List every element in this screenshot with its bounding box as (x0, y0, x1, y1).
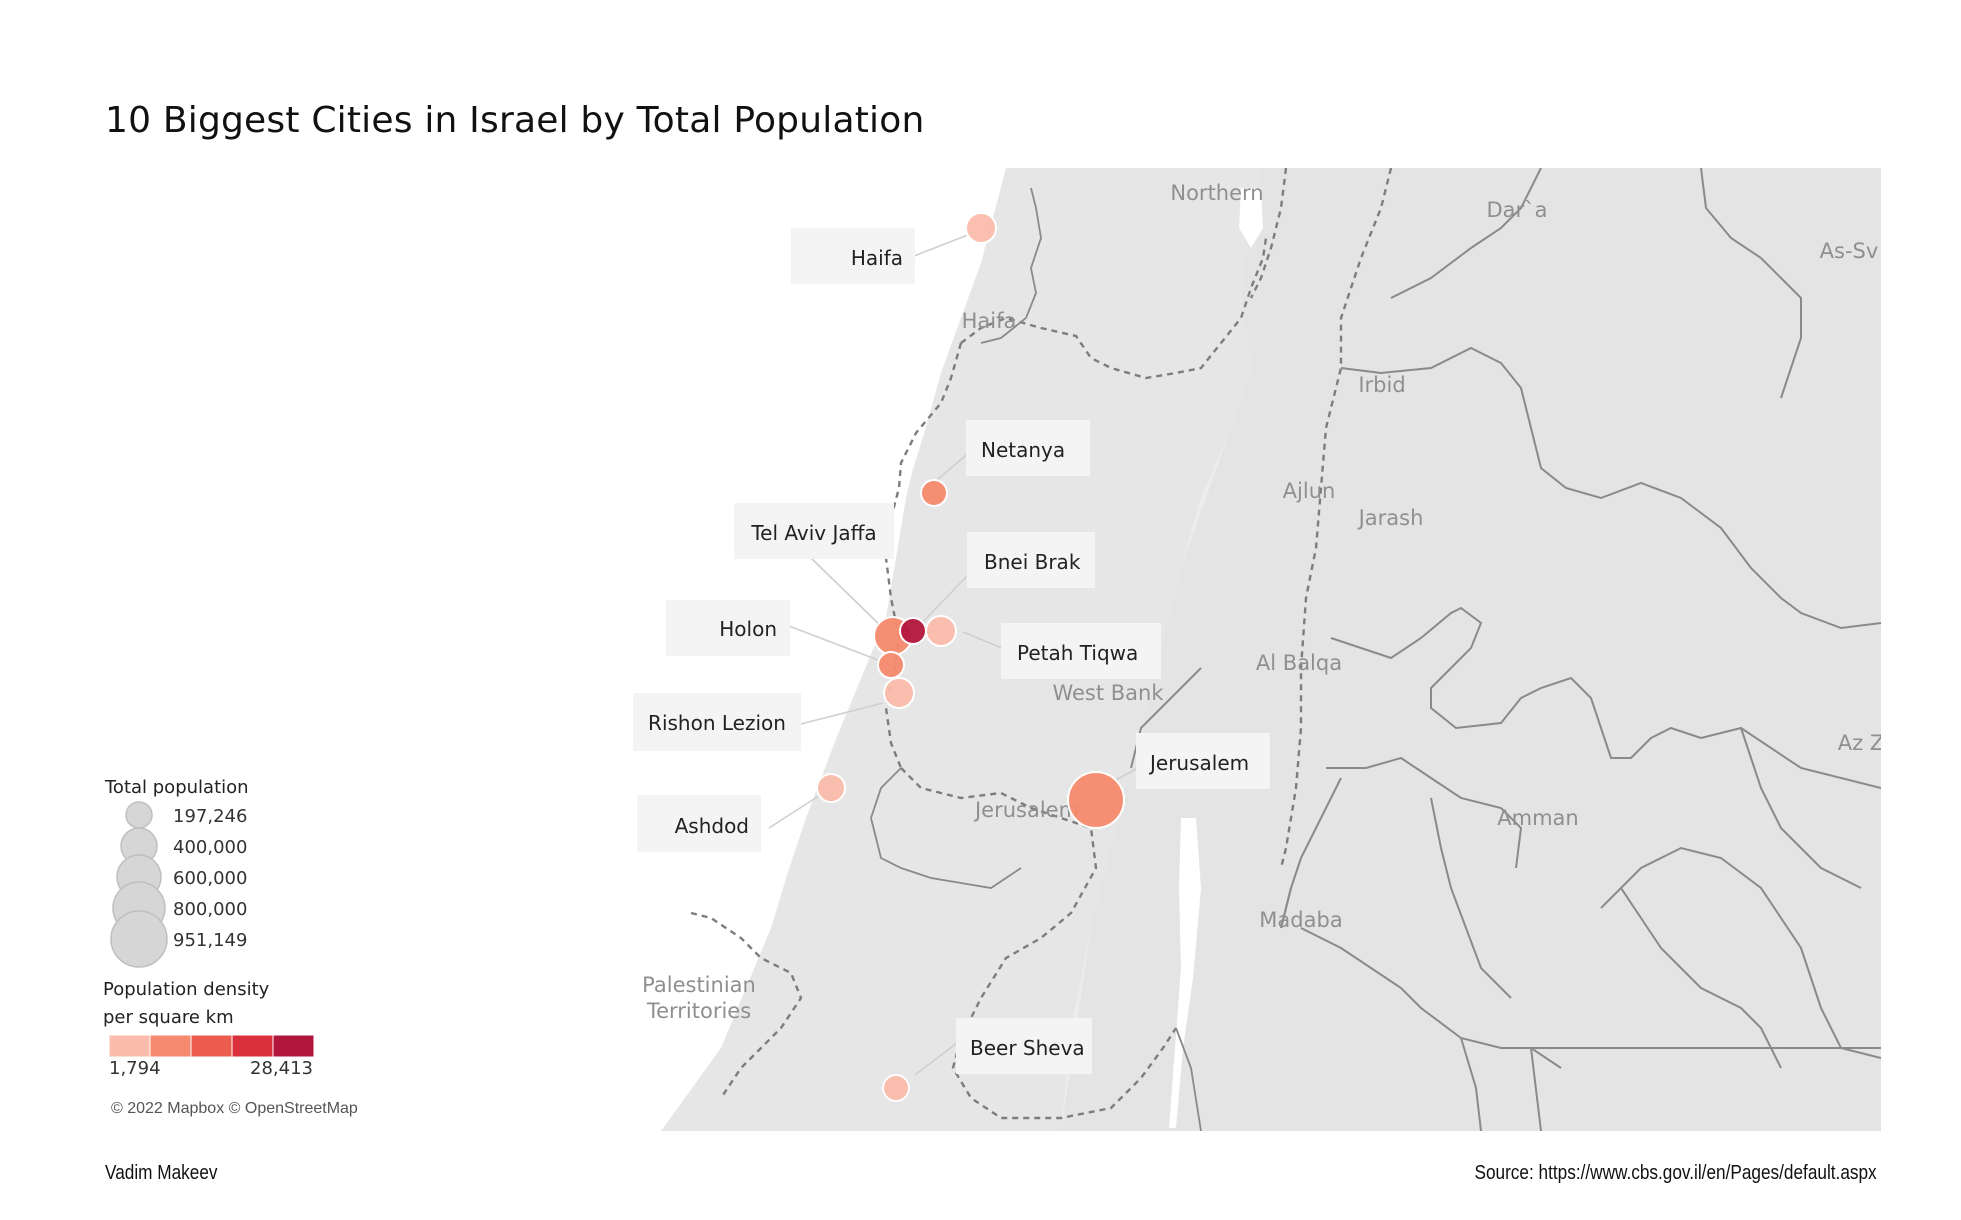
map-attribution: © 2022 Mapbox © OpenStreetMap (111, 1100, 358, 1117)
legend-size-title: Total population (104, 777, 249, 798)
legend-color-title-2: per square km (103, 1007, 234, 1028)
legend-color-min: 1,794 (109, 1058, 161, 1079)
legend-size-value-1: 197,246 (173, 806, 247, 827)
district-borders (870, 187, 1202, 1131)
city-bubble-beer-sheva[interactable] (882, 1074, 910, 1102)
label-northern: Northern (1170, 181, 1263, 205)
source-credit[interactable]: Source: https://www.cbs.gov.il/en/Pages/… (1474, 1162, 1877, 1184)
callout-petah-tiqwa[interactable]: Petah Tiqwa (1001, 623, 1161, 679)
label-al-balqa: Al Balqa (1256, 651, 1342, 675)
legend-size-value-3: 600,000 (173, 868, 247, 889)
legend-color-title-1: Population density (103, 979, 270, 1000)
label-as-sv: As-Sv (1820, 239, 1879, 263)
legend-circle-5 (110, 910, 168, 968)
city-bubble-netanya[interactable] (920, 479, 948, 507)
legend-color-max: 28,413 (250, 1058, 313, 1079)
city-label-beer-sheva: Beer Sheva (970, 1036, 1085, 1060)
callout-tel-aviv[interactable]: Tel Aviv Jaffa (734, 503, 894, 559)
callout-haifa[interactable]: Haifa (791, 228, 915, 284)
city-label-rishon-lezion: Rishon Lezion (648, 711, 786, 735)
city-label-ashdod: Ashdod (675, 814, 749, 838)
label-west-bank: West Bank (1052, 681, 1164, 705)
label-palestinian: Palestinian (642, 973, 756, 997)
label-haifa-region: Haifa (962, 309, 1017, 333)
city-bubble-ashdod[interactable] (816, 773, 846, 803)
city-bubble-bnei-brak[interactable] (899, 617, 927, 645)
legend-color-swatch-5 (272, 1034, 315, 1058)
legend-color-ramp (108, 1034, 315, 1058)
callout-ashdod[interactable]: Ashdod (637, 795, 761, 852)
legend-size-value-4: 800,000 (173, 899, 247, 920)
city-bubble-rishon-lezion[interactable] (883, 677, 915, 709)
city-label-jerusalem: Jerusalem (1148, 751, 1249, 775)
label-jerusalem-region: Jerusalem (973, 798, 1079, 822)
city-label-netanya: Netanya (981, 438, 1065, 462)
city-bubble-haifa[interactable] (965, 212, 997, 244)
callout-rishon-lezion[interactable]: Rishon Lezion (633, 693, 801, 751)
legend-color-swatch-2 (149, 1034, 192, 1058)
callout-jerusalem[interactable]: Jerusalem (1136, 733, 1270, 789)
map-canvas[interactable]: Northern Haifa Irbid Ajlun Jarash Al Bal… (101, 168, 1881, 1131)
city-label-bnei-brak: Bnei Brak (984, 550, 1081, 574)
label-daraa: Dar`a (1486, 198, 1547, 222)
legend-size-circles (110, 801, 168, 968)
label-jarash: Jarash (1357, 506, 1424, 530)
author-credit: Vadim Makeev (105, 1162, 218, 1184)
city-label-tel-aviv-jaffa: Tel Aviv Jaffa (750, 521, 876, 545)
sea-of-galilee (1239, 188, 1263, 248)
city-bubble-jerusalem[interactable] (1067, 771, 1125, 829)
chart-title: 10 Biggest Cities in Israel by Total Pop… (105, 100, 925, 141)
label-territories: Territories (646, 999, 751, 1023)
jordan-land (1061, 168, 1881, 1131)
dead-sea (1169, 818, 1201, 1128)
city-bubble-holon[interactable] (877, 651, 905, 679)
legend: Total population 197,246 400,000 600,000… (103, 777, 315, 1079)
israel-land (661, 168, 1261, 1131)
label-ajlun: Ajlun (1283, 479, 1336, 503)
leader-lines (768, 230, 1139, 1076)
callout-bnei-brak[interactable]: Bnei Brak (967, 532, 1095, 588)
mediterranean-sea (101, 168, 1021, 1131)
legend-size-value-5: 951,149 (173, 930, 247, 951)
label-irbid: Irbid (1358, 373, 1405, 397)
legend-color-swatch-1 (108, 1034, 151, 1058)
callout-netanya[interactable]: Netanya (966, 420, 1090, 476)
callout-holon[interactable]: Holon (666, 600, 790, 656)
label-az-z: Az Z (1838, 731, 1881, 755)
city-label-petah-tiqwa: Petah Tiqwa (1017, 641, 1138, 665)
legend-circle-1 (125, 801, 153, 829)
callout-beer-sheva[interactable]: Beer Sheva (956, 1018, 1092, 1074)
dashed-borders (690, 168, 1393, 1120)
label-amman: Amman (1497, 806, 1578, 830)
city-label-haifa: Haifa (851, 246, 903, 270)
city-bubbles (816, 212, 1125, 1102)
legend-size-value-2: 400,000 (173, 837, 247, 858)
map[interactable]: Northern Haifa Irbid Ajlun Jarash Al Bal… (101, 168, 1881, 1131)
city-bubble-petah-tiqwa[interactable] (925, 615, 957, 647)
legend-color-swatch-3 (190, 1034, 233, 1058)
city-label-holon: Holon (719, 617, 777, 641)
label-madaba: Madaba (1259, 908, 1342, 932)
legend-color-swatch-4 (231, 1034, 274, 1058)
admin-borders (1130, 168, 1881, 1131)
